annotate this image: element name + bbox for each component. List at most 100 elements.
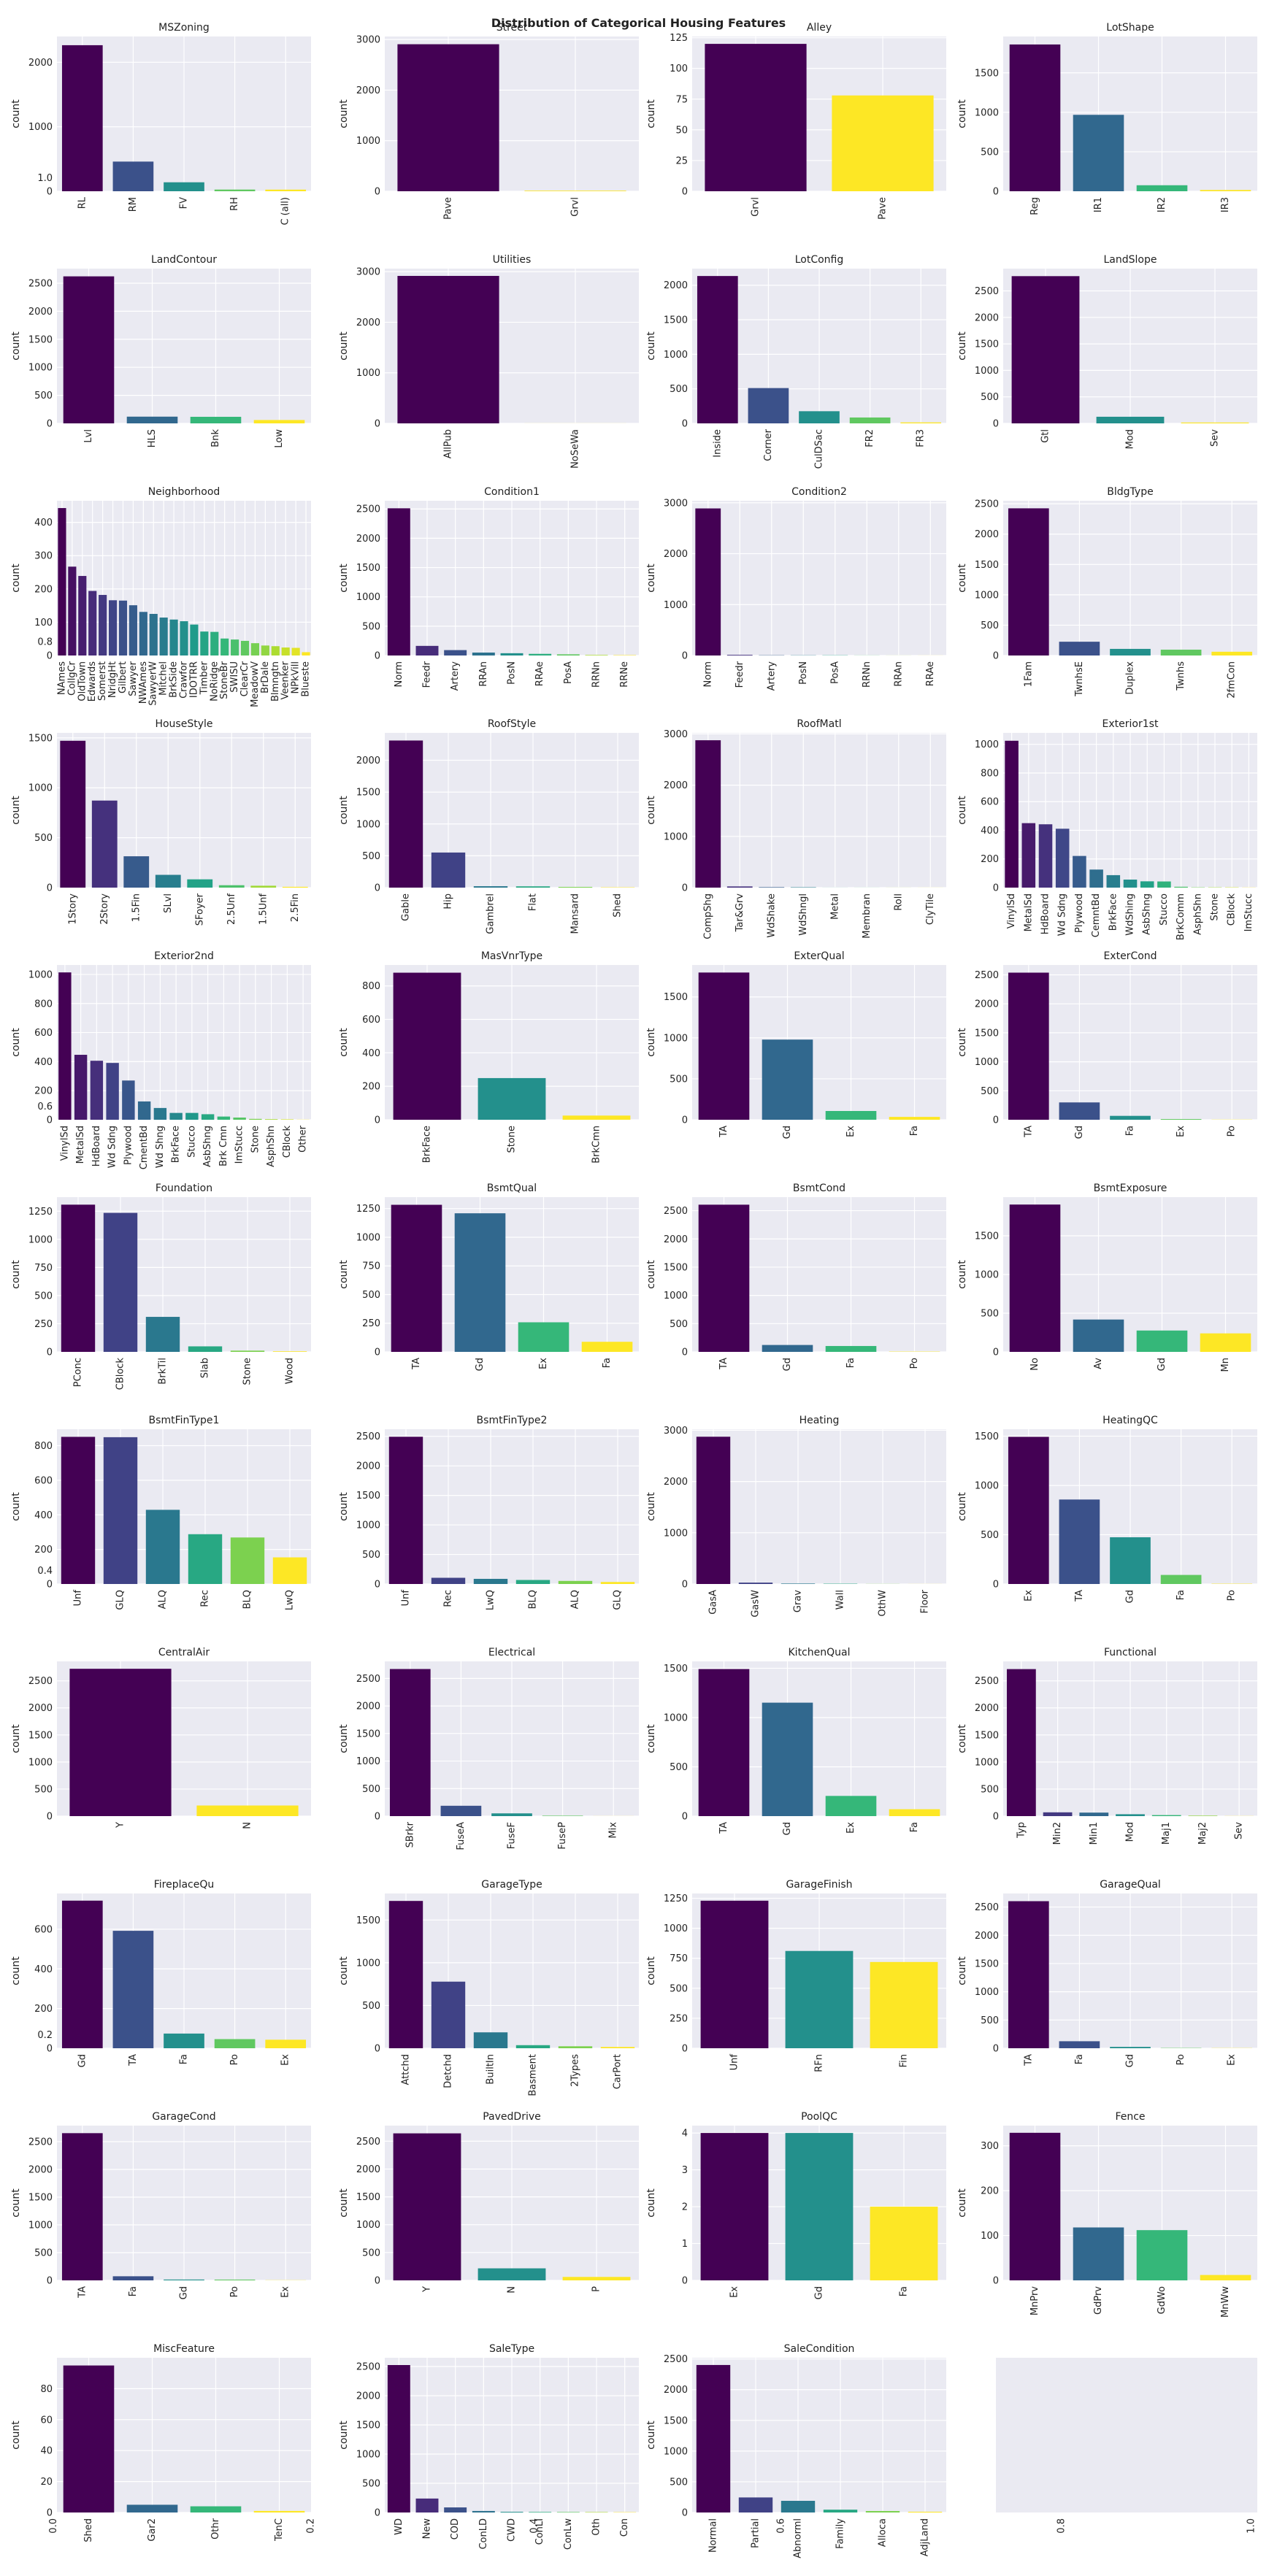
subplot-title: BldgType xyxy=(1107,486,1153,498)
bar-exterior1st-metalsd xyxy=(1021,823,1036,888)
x-tick-label: Low xyxy=(274,429,285,448)
y-tick-label: 0 xyxy=(375,1115,380,1126)
bar-garagetype-2types xyxy=(558,2046,593,2048)
bar-bldgtype-2fmcon xyxy=(1211,651,1253,655)
y-axis-label: count xyxy=(956,1028,968,1057)
x-tick-label: Membran xyxy=(862,893,873,939)
y-tick-label: 750 xyxy=(362,1261,380,1272)
bar-bldgtype-duplex xyxy=(1110,648,1151,655)
bar-saletype-conld xyxy=(472,2510,495,2512)
subplot-masvnrtype: 0 200 400 600 800 BrkFace Stone BrkCmn MasVnrTyp… xyxy=(338,950,639,1164)
y-tick-label: 0 xyxy=(993,419,999,430)
subplot-title: Neighborhood xyxy=(148,486,220,498)
y-tick-label: 500 xyxy=(981,1309,999,1320)
bar-landslope-gtl xyxy=(1011,276,1080,423)
bar-lotconfig-inside xyxy=(697,276,738,423)
x-tick-label: Mod xyxy=(1125,429,1136,449)
y-tick-label: 1500 xyxy=(356,563,380,574)
x-tick-label: 0.8 xyxy=(1057,2518,1067,2534)
bar-fireplacequ-ex xyxy=(265,2039,307,2048)
x-tick-label: Unf xyxy=(729,2054,740,2071)
subplot-title: KitchenQual xyxy=(789,1647,851,1658)
x-tick-label: CBlock xyxy=(115,1358,126,1391)
y-tick-label: 2500 xyxy=(28,2137,53,2148)
bar-mszoning-rl xyxy=(61,45,103,191)
x-tick-label: TA xyxy=(411,1358,422,1370)
bar-extercond-ta xyxy=(1008,972,1049,1120)
x-tick-label: Ex xyxy=(280,2054,291,2066)
bar-bsmtexposure-mn xyxy=(1200,1333,1251,1352)
bar-exterior2nd-imstucc xyxy=(233,1118,246,1120)
plot-area-condition2 xyxy=(692,501,946,655)
bar-condition1-norm xyxy=(387,508,410,655)
subplot-exterior2nd: 0 200 400 600 800 1000 VinylSd MetalSd HdBoard Wd… xyxy=(10,950,311,1169)
x-tick-label: TA xyxy=(128,2054,139,2066)
x-tick-label: Min2 xyxy=(1052,1822,1063,1845)
x-tick-label: Wd Shng xyxy=(155,1126,166,1168)
y-axis-label: count xyxy=(645,564,657,593)
y-tick-label: 1500 xyxy=(28,733,53,744)
bar-neighborhood-clearcr xyxy=(240,640,250,655)
y-tick-label: 750 xyxy=(34,1263,53,1274)
x-tick-label: Av xyxy=(1093,1358,1104,1369)
bar-garagefinish-fin xyxy=(870,1961,938,2048)
y-tick-label: 2000 xyxy=(28,1703,53,1714)
x-tick-label: Plywood xyxy=(123,1126,134,1165)
bar-poolqc-fa xyxy=(870,2207,938,2280)
bar-fence-gdprv xyxy=(1073,2227,1124,2280)
bar-condition1-feedr xyxy=(415,645,439,655)
y-tick-label: 0 xyxy=(993,651,999,662)
bar-heatingqc-gd xyxy=(1110,1537,1151,1584)
y-tick-label: 0 xyxy=(682,1812,688,1823)
bar-garagecond-fa xyxy=(112,2276,154,2280)
y-tick-label: 2000 xyxy=(28,58,53,69)
bar-neighborhood-nridght xyxy=(108,600,118,655)
x-tick-label: CWD xyxy=(507,2518,518,2542)
bar-saletype-wd xyxy=(387,2365,410,2512)
x-tick-label: Attchd xyxy=(401,2054,412,2085)
bar-condition1-rrae xyxy=(529,653,552,655)
bar-fireplacequ-fa xyxy=(164,2033,204,2048)
y-tick-label: 500 xyxy=(362,1550,380,1561)
x-tick-label: Rec xyxy=(443,1590,454,1607)
y-tick-label: 1000 xyxy=(356,1520,380,1531)
y-tick-label: 500 xyxy=(981,147,999,158)
x-tick-label: Stucco xyxy=(1159,893,1170,926)
y-axis-label: count xyxy=(338,2421,350,2450)
y-tick-label: 0 xyxy=(682,1115,688,1126)
x-tick-label: FuseP xyxy=(557,1822,568,1850)
y-axis-label: count xyxy=(10,1260,22,1289)
y-tick-label: 2500 xyxy=(28,1676,53,1687)
x-tick-label: IR3 xyxy=(1220,197,1231,212)
x-tick-label: ALQ xyxy=(570,1590,581,1609)
bar-lotconfig-culdsac xyxy=(799,411,840,423)
x-tick-label: Sev xyxy=(1210,429,1221,447)
subplot-bldgtype: 0 500 1000 1500 2000 2500 1Fam TwnhsE Duplex Twnh… xyxy=(956,486,1257,699)
y-tick-label: 0 xyxy=(47,1115,53,1126)
bar-neighborhood-timber xyxy=(200,631,209,655)
bar-neighborhood-stonebr xyxy=(220,638,229,655)
x-tick-label: Twnhs xyxy=(1176,661,1186,691)
x-tick-label: Po xyxy=(1227,1126,1238,1137)
subplot-kitchenqual: 0 500 1000 1500 TA Gd Ex Fa KitchenQual count xyxy=(645,1647,946,1835)
x-tick-label: Blueste xyxy=(301,661,312,697)
x-tick-label: Fa xyxy=(845,1358,856,1368)
x-tick-label: FV xyxy=(179,197,190,209)
bar-roofstyle-flat xyxy=(515,886,551,888)
bar-housestyle-2-5unf xyxy=(218,885,245,888)
x-tick-label: Ex xyxy=(1227,2054,1238,2066)
bar-neighborhood-crawfor xyxy=(180,621,188,655)
x-tick-label: MeadowV xyxy=(250,661,261,707)
y-tick-label: 0 xyxy=(682,883,688,894)
bar-bsmtfintype1-glq xyxy=(103,1437,138,1584)
subplot-title: Street xyxy=(496,22,528,34)
x-tick-label: RFn xyxy=(814,2054,825,2072)
x-tick-label: Abnorml xyxy=(793,2518,804,2558)
subplot-bsmtexposure: 0 500 1000 1500 No Av Gd Mn BsmtExposure count xyxy=(956,1183,1257,1372)
x-tick-label: Fa xyxy=(128,2286,139,2296)
bar-bsmtfintype2-glq xyxy=(600,1582,635,1584)
bar-neighborhood-sawyerw xyxy=(149,614,158,655)
x-tick-label: N xyxy=(507,2286,518,2294)
bar-landcontour-lvl xyxy=(63,276,115,423)
y-tick-label: 600 xyxy=(34,1924,53,1935)
